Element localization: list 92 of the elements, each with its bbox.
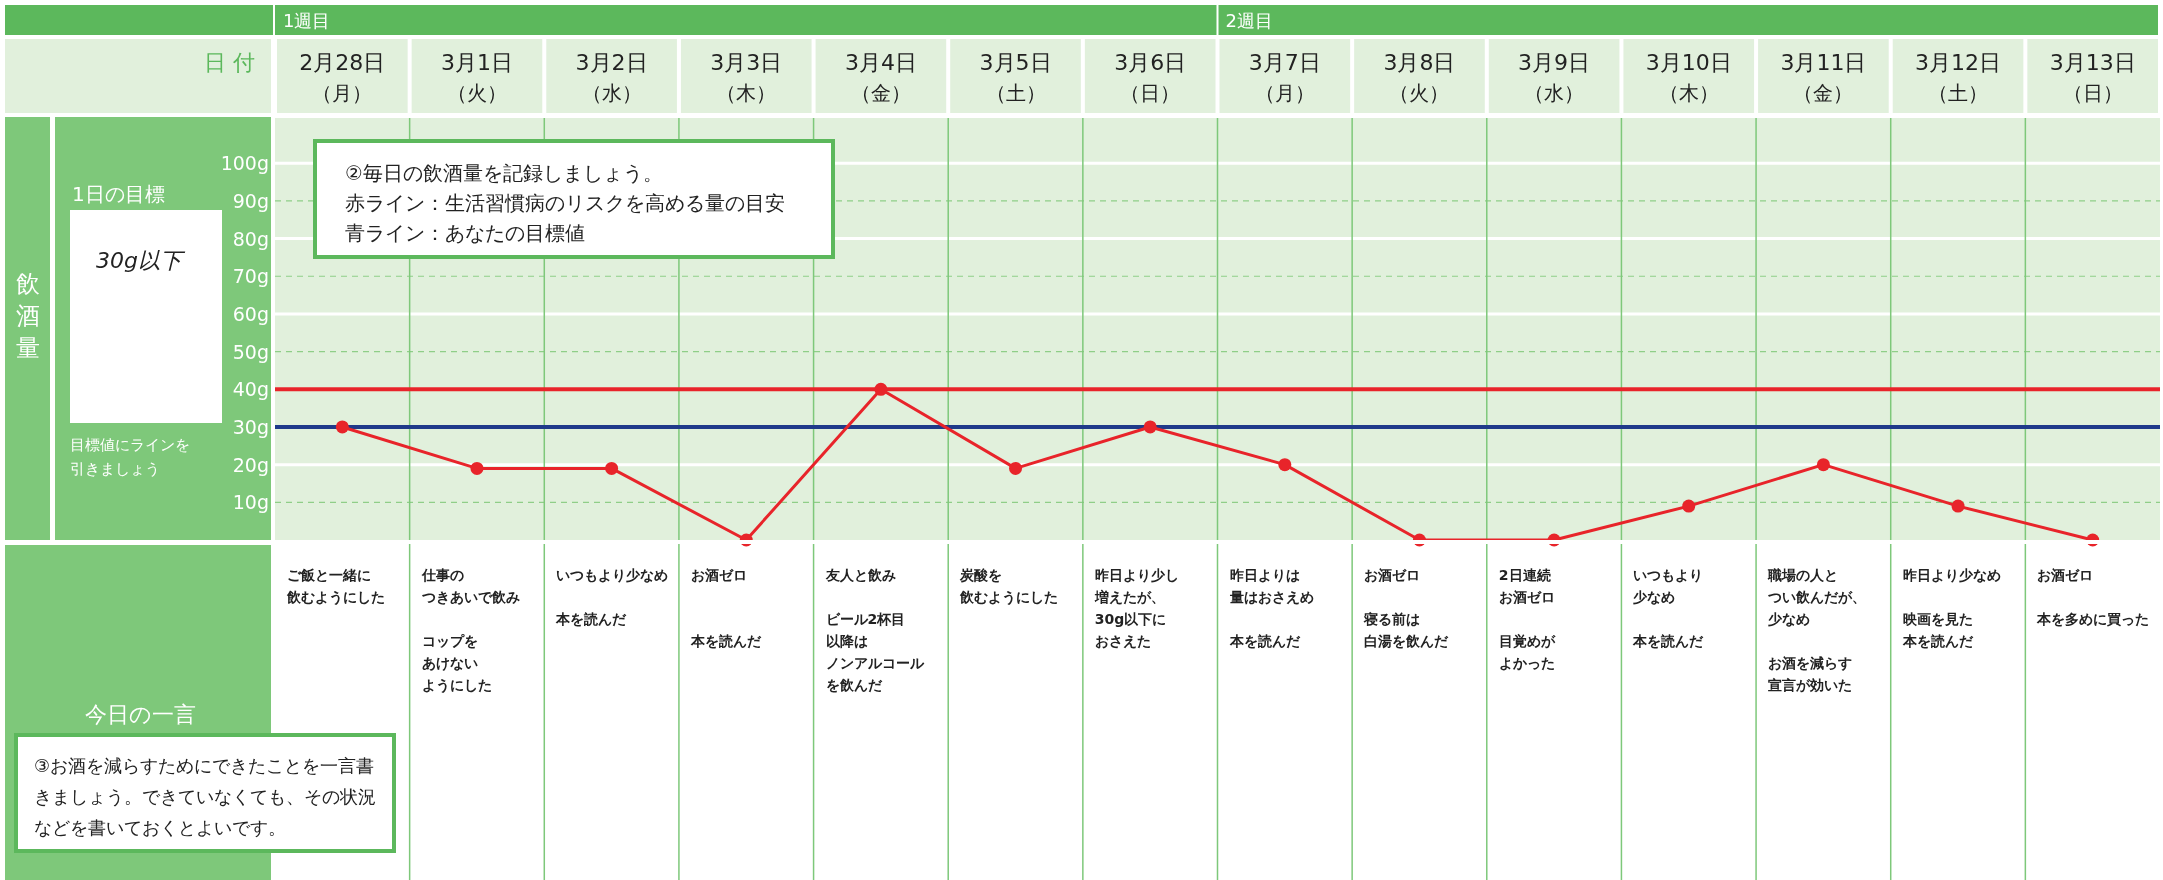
text: お酒ゼロ	[690, 567, 747, 583]
point	[1278, 458, 1292, 472]
y-tick-label: 80g	[232, 227, 269, 250]
annotation: 赤ライン：生活習慣病のリスクを高める量の目安	[345, 191, 785, 215]
text: 飲酒量	[16, 270, 40, 362]
annotation: ②毎日の飲酒量を記録しましょう。	[345, 161, 663, 185]
text: 飲むようにした	[959, 589, 1059, 606]
x-tick-label: 3月3日（木）	[710, 50, 783, 105]
text: お酒ゼロ	[1364, 567, 1421, 583]
text: ようにした	[421, 677, 492, 694]
x-tick-label: 3月9日（水）	[1518, 50, 1591, 105]
text: お酒ゼロ	[2037, 567, 2094, 583]
text: 本を多めに買った	[2036, 611, 2150, 627]
x-tick-label: 3月1日（火）	[440, 50, 513, 105]
y-tick-label: 90g	[232, 189, 269, 212]
text: 目標値にラインを引きましょう	[70, 436, 190, 478]
text: 白湯を飲んだ	[1364, 633, 1450, 649]
x-tick-label: 3月10日（木）	[1645, 50, 1732, 105]
point	[605, 461, 619, 475]
text: 30g以下	[96, 248, 186, 273]
x-tick-label: 3月12日（土）	[1915, 50, 2002, 105]
annotation: 青ライン：あなたの目標値	[345, 221, 585, 245]
text: 今日の一言	[84, 702, 196, 727]
y-tick-label: 60g	[232, 302, 269, 325]
text: 本を読んだ	[1228, 633, 1301, 649]
text: 映画を見た	[1902, 611, 1973, 627]
point	[874, 382, 888, 396]
x-tick-label: 3月11日（金）	[1780, 50, 1867, 105]
point	[1951, 499, 1965, 513]
text: あけない	[421, 655, 478, 671]
y-tick-label: 10g	[232, 491, 269, 514]
text: 30g以下に	[1094, 611, 1167, 627]
text: 飲むようにした	[286, 589, 385, 606]
point	[470, 461, 484, 475]
text: 量はおさえめ	[1228, 589, 1314, 605]
x-tick-label: 3月6日（日）	[1114, 50, 1187, 105]
y-tick-label: 70g	[232, 265, 269, 288]
text: いつもより	[1633, 567, 1704, 583]
text: 目覚めが	[1498, 633, 1556, 649]
text: 以降は	[825, 633, 868, 649]
text: 少なめ	[1768, 611, 1811, 627]
text: よかった	[1498, 655, 1555, 671]
point	[1009, 461, 1023, 475]
x-tick-label: 3月4日（金）	[844, 50, 917, 105]
y-tick-label: 20g	[232, 453, 269, 476]
text: いつもより少なめ	[556, 567, 669, 583]
x-tick-label: 3月8日（火）	[1383, 50, 1456, 105]
text: お酒を減らす	[1768, 655, 1853, 671]
text: 昨日よりは	[1229, 567, 1300, 583]
text: 炭酸を	[959, 567, 1003, 583]
text: を飲んだ	[825, 677, 883, 693]
point	[1143, 420, 1157, 434]
x-tick-label: 3月7日（月）	[1248, 50, 1321, 105]
text: 2日連続	[1498, 567, 1551, 583]
y-tick-label: 40g	[232, 378, 269, 401]
text: 増えたが、	[1093, 589, 1165, 605]
text: ご飯と一緒に	[287, 567, 371, 583]
point	[1682, 499, 1696, 513]
point	[335, 420, 349, 434]
note-box-record: ②毎日の飲酒量を記録しましょう。 赤ライン：生活習慣病のリスクを高める量の目安 青ライン：あなたの目標値	[313, 139, 835, 259]
text: ノンアルコール	[825, 655, 925, 671]
point	[1816, 458, 1830, 472]
text: おさえた	[1094, 633, 1151, 649]
text: 職場の人と	[1767, 567, 1839, 583]
text: 1週目	[283, 10, 331, 31]
note-box-comment: ③お酒を減らすためにできたことを一言書きましょう。できていなくても、その状況などを書いておくとよいです。	[14, 733, 396, 853]
text: 友人と飲み	[824, 567, 896, 583]
text: 本を読んだ	[555, 611, 628, 627]
text: 1日の目標	[72, 182, 165, 206]
text: 寝る前は	[1363, 611, 1421, 627]
text: お酒ゼロ	[1498, 589, 1555, 605]
x-tick-label: 3月5日（土）	[979, 50, 1052, 105]
text: 仕事の	[420, 567, 464, 583]
y-tick-label: 50g	[232, 340, 269, 363]
text: 少なめ	[1633, 589, 1676, 605]
x-axis-title: 日 付	[204, 50, 255, 75]
text: 昨日より少なめ	[1902, 567, 2001, 583]
y-tick-label: 100g	[220, 152, 269, 175]
text: つい飲んだが、	[1767, 589, 1867, 605]
x-tick-label: 3月2日（水）	[575, 50, 648, 105]
text: コップを	[421, 633, 478, 649]
text: つきあいで飲み	[420, 589, 520, 605]
text: 本を読んだ	[1632, 633, 1705, 649]
text: 本を読んだ	[689, 633, 762, 649]
x-tick-label: 2月28日（月）	[299, 50, 386, 105]
text: 昨日より少し	[1094, 567, 1179, 583]
text: 2週目	[1225, 10, 1273, 31]
y-tick-label: 30g	[232, 415, 269, 438]
text: 本を読んだ	[1901, 633, 1974, 649]
x-tick-label: 3月13日（日）	[2049, 50, 2136, 105]
text: 宣言が効いた	[1768, 677, 1853, 693]
text: ビール2杯目	[825, 611, 906, 627]
